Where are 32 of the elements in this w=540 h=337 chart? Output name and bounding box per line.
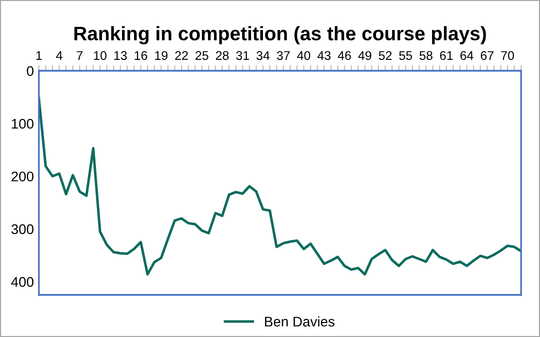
x-tick-label: 25 bbox=[196, 51, 208, 60]
y-tick-label: 300 bbox=[11, 224, 34, 234]
x-tick-label: 52 bbox=[378, 51, 392, 60]
x-tick-label: 10 bbox=[94, 51, 106, 60]
line-series bbox=[38, 96, 522, 276]
x-tick-label: 28 bbox=[216, 51, 229, 60]
x-tick-label: 4 bbox=[56, 51, 62, 60]
x-tick-label: 40 bbox=[297, 51, 310, 60]
x-tick-label: 7 bbox=[76, 51, 82, 60]
chart-title: Ranking in competition (as the course plays) bbox=[74, 26, 486, 44]
x-tick-label: 22 bbox=[175, 51, 188, 60]
x-tick-label: 16 bbox=[134, 51, 148, 60]
x-tick-label: 70 bbox=[501, 51, 514, 60]
x-tick-label: 64 bbox=[460, 51, 474, 60]
y-tick-label: 400 bbox=[11, 277, 34, 287]
x-tick-label: 49 bbox=[358, 51, 372, 60]
x-tick-label: 58 bbox=[420, 51, 432, 60]
x-tick-label: 55 bbox=[399, 51, 412, 60]
y-tick-label: 100 bbox=[12, 118, 34, 129]
x-tick-label: 1 bbox=[36, 51, 42, 60]
x-tick-label: 61 bbox=[440, 51, 453, 60]
x-tick-label: 67 bbox=[480, 51, 494, 60]
x-tick-label: 34 bbox=[256, 51, 270, 60]
x-tick-label: 37 bbox=[276, 51, 290, 60]
x-tick-label: 19 bbox=[155, 51, 168, 60]
x-tick-label: 13 bbox=[114, 51, 127, 60]
legend-label: Ben Davies bbox=[265, 316, 334, 327]
x-tick-label: 46 bbox=[338, 51, 351, 60]
x-tick-label: 43 bbox=[317, 51, 331, 60]
x-tick-label: 31 bbox=[236, 51, 249, 60]
y-tick-label: 0 bbox=[26, 66, 34, 76]
y-tick-label: 200 bbox=[12, 172, 34, 182]
